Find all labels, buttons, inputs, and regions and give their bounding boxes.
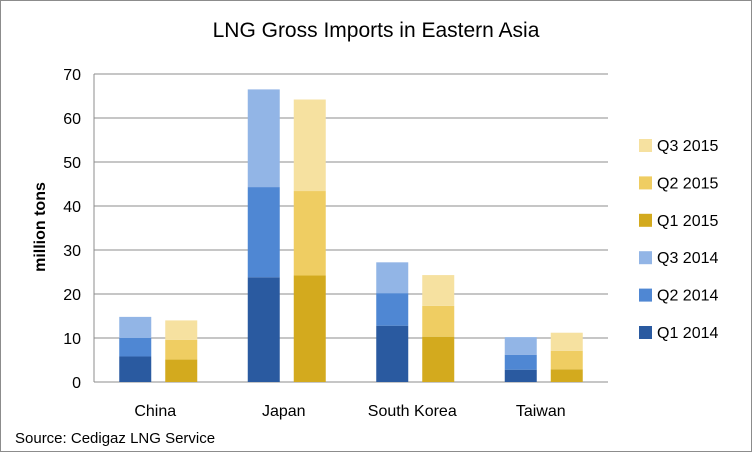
y-tick-label-60: 60 xyxy=(63,111,81,128)
chart-title: LNG Gross Imports in Eastern Asia xyxy=(212,19,540,42)
bar-taiwan-q2-2014 xyxy=(504,354,537,370)
bar-south-korea-q3-2014 xyxy=(376,262,409,294)
bar-china-q2-2014 xyxy=(119,338,152,357)
bar-south-korea-q2-2015 xyxy=(422,305,455,337)
x-tick-label-taiwan: Taiwan xyxy=(516,403,566,420)
y-tick-label-50: 50 xyxy=(63,155,81,172)
bar-japan-q1-2015 xyxy=(293,275,326,382)
legend-label-q3-2015: Q3 2015 xyxy=(657,138,718,155)
legend-label-q3-2014: Q3 2014 xyxy=(657,250,718,267)
legend-swatch-q3-2014 xyxy=(639,251,652,265)
x-tick-label-japan: Japan xyxy=(262,403,306,420)
bar-taiwan-q1-2015 xyxy=(550,369,583,382)
legend-swatch-q1-2014 xyxy=(639,326,652,339)
legend-label-q2-2015: Q2 2015 xyxy=(657,175,718,192)
legend-label-q1-2014: Q1 2014 xyxy=(657,325,718,342)
bar-japan-q2-2014 xyxy=(247,187,280,278)
x-tick-label-south-korea: South Korea xyxy=(368,403,457,420)
bar-china-q3-2014 xyxy=(119,316,152,338)
bar-japan-q3-2014 xyxy=(247,89,280,188)
bar-japan-q2-2015 xyxy=(293,191,326,276)
legend-label-q1-2015: Q1 2015 xyxy=(657,213,718,230)
bar-china-q1-2015 xyxy=(165,359,198,382)
bar-south-korea-q1-2014 xyxy=(376,325,409,382)
bar-taiwan-q3-2014 xyxy=(504,337,537,355)
bar-china-q3-2015 xyxy=(165,320,198,340)
legend-swatch-q3-2015 xyxy=(639,139,652,152)
bar-taiwan-q1-2014 xyxy=(504,369,537,382)
x-tick-label-china: China xyxy=(134,403,176,420)
legend-swatch-q2-2015 xyxy=(639,176,652,190)
bar-south-korea-q2-2014 xyxy=(376,293,409,326)
y-tick-label-40: 40 xyxy=(63,199,81,216)
y-tick-label-0: 0 xyxy=(72,375,81,392)
y-tick-label-10: 10 xyxy=(63,331,81,348)
bar-japan-q1-2014 xyxy=(247,277,280,382)
legend-label-q2-2014: Q2 2014 xyxy=(657,288,718,305)
legend-swatch-q2-2014 xyxy=(639,288,652,302)
bar-south-korea-q1-2015 xyxy=(422,336,455,382)
bar-china-q2-2015 xyxy=(165,339,198,360)
bar-taiwan-q2-2015 xyxy=(550,350,583,370)
y-tick-label-20: 20 xyxy=(63,287,81,304)
y-tick-label-30: 30 xyxy=(63,243,81,260)
bar-japan-q3-2015 xyxy=(293,99,326,192)
source-note: Source: Cedigaz LNG Service xyxy=(15,430,216,447)
y-tick-label-70: 70 xyxy=(63,67,81,84)
legend-swatch-q1-2015 xyxy=(639,213,652,227)
bar-china-q1-2014 xyxy=(119,356,152,382)
bar-taiwan-q3-2015 xyxy=(550,332,583,351)
bar-south-korea-q3-2015 xyxy=(422,275,455,306)
